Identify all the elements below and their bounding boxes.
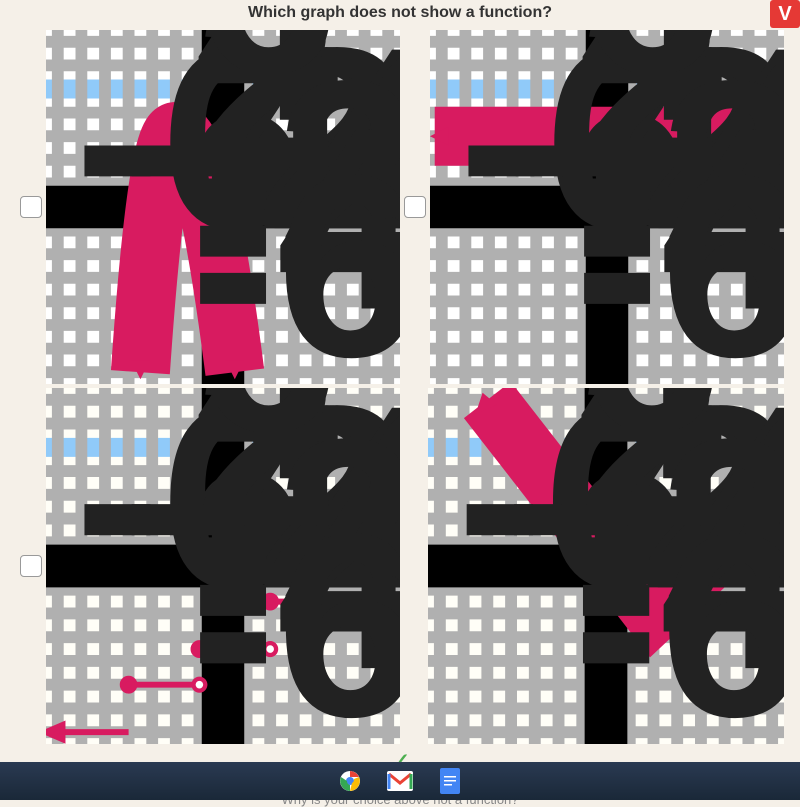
question-text: Which graph does not show a function? bbox=[0, 0, 800, 30]
radio-B[interactable] bbox=[404, 196, 426, 218]
taskbar bbox=[0, 762, 800, 800]
radio-C[interactable] bbox=[20, 555, 42, 577]
gmail-icon[interactable] bbox=[387, 768, 413, 794]
svg-text:-6: -6 bbox=[573, 481, 784, 744]
red-badge: V bbox=[770, 0, 800, 28]
option-A[interactable]: -6-4-2246 246 -2-4-6 bbox=[20, 30, 400, 384]
svg-text:-6: -6 bbox=[190, 480, 400, 744]
graph-D: -6-4-2246 246 -2-4-6 bbox=[428, 388, 784, 744]
option-D[interactable]: -6-4-2246 246 -2-4-6 bbox=[404, 388, 784, 744]
svg-text:-6: -6 bbox=[574, 122, 784, 384]
option-B[interactable]: -6-4-2246 246 -2-4-6 bbox=[404, 30, 784, 384]
chrome-icon[interactable] bbox=[337, 768, 363, 794]
svg-text:-6: -6 bbox=[190, 122, 400, 384]
option-C[interactable]: -6-4-2246 246 -2-4-6 bbox=[20, 388, 400, 744]
docs-icon[interactable] bbox=[437, 768, 463, 794]
graph-B: -6-4-2246 246 -2-4-6 bbox=[430, 30, 784, 384]
graph-C: -6-4-2246 246 -2-4-6 bbox=[46, 388, 400, 744]
graph-A: -6-4-2246 246 -2-4-6 bbox=[46, 30, 400, 384]
graphs-grid: -6-4-2246 246 -2-4-6 bbox=[0, 30, 800, 742]
radio-A[interactable] bbox=[20, 196, 42, 218]
